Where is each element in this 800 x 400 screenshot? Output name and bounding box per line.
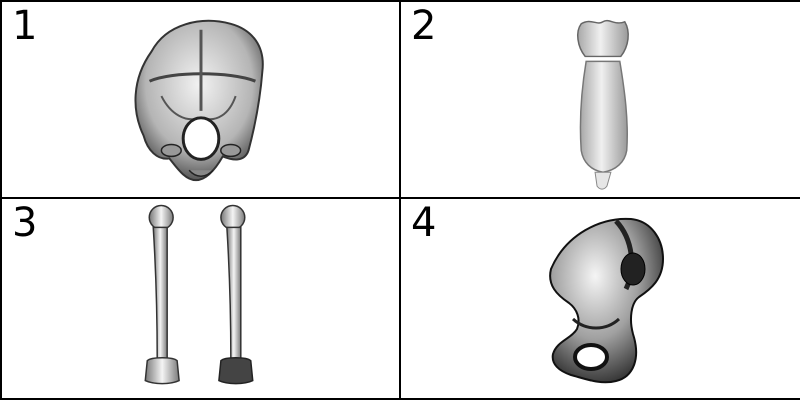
hip-bone-icon bbox=[549, 217, 665, 384]
humerus-bones-icon bbox=[144, 204, 254, 385]
sternum-bone-icon bbox=[577, 19, 629, 190]
panel-1: 1 bbox=[2, 2, 401, 199]
panel-2: 2 bbox=[401, 2, 800, 199]
panel-number: 2 bbox=[411, 3, 437, 49]
panel-4: 4 bbox=[401, 199, 800, 398]
right-humerus-icon bbox=[218, 204, 254, 385]
left-humerus-icon bbox=[144, 204, 180, 385]
skull-bone-icon bbox=[134, 19, 264, 182]
panel-number: 1 bbox=[12, 3, 38, 49]
panel-number: 3 bbox=[12, 200, 38, 246]
panel-3: 3 bbox=[2, 199, 401, 398]
panel-number: 4 bbox=[411, 200, 437, 246]
